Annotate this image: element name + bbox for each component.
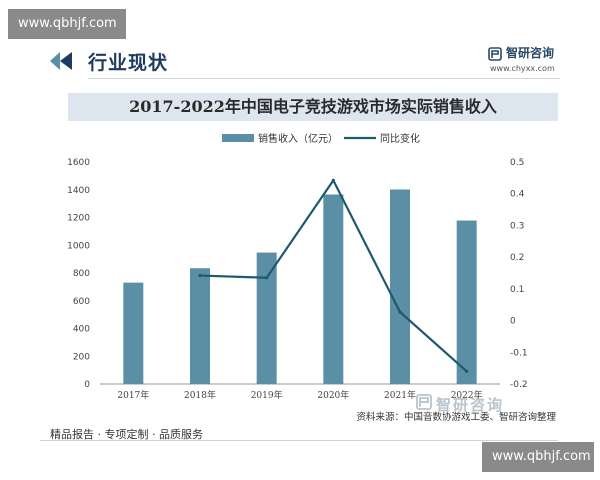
header-divider: [88, 78, 560, 79]
brand-logo-icon: [488, 47, 502, 61]
y-left-tick-label: 400: [73, 325, 90, 335]
line-point: [398, 310, 402, 314]
legend-label-bar: 销售收入（亿元）: [258, 132, 338, 145]
source-note: 资料来源：中国音数协游戏工委、智研咨询整理: [356, 411, 556, 423]
x-tick-label: 2021年: [384, 389, 416, 401]
y-left-tick-label: 1400: [67, 186, 90, 196]
y-right-tick-label: 0.1: [510, 285, 524, 295]
header: 行业现状 智研咨询 www.chyxx.com: [50, 44, 560, 79]
x-tick-label: 2020年: [317, 389, 349, 401]
y-right-tick-label: -0.2: [510, 380, 528, 390]
footer-tagline: 精品报告 · 专项定制 · 品质服务: [50, 428, 203, 441]
y-left-tick-label: 0: [84, 380, 90, 390]
line-point: [465, 369, 469, 373]
y-left-tick-label: 1600: [67, 158, 90, 168]
line-point: [265, 276, 269, 280]
y-right-tick-label: 0.2: [510, 253, 524, 263]
bar: [323, 194, 344, 384]
footer-logo-icon: [416, 394, 432, 410]
line-point: [331, 178, 335, 182]
site-watermark-bottom: www.qbhjf.com: [482, 442, 594, 472]
site-watermark-top: www.qbhjf.com: [8, 9, 126, 39]
y-left-tick-label: 800: [73, 269, 90, 279]
footer-logo-text: 智研咨询: [436, 396, 505, 414]
line-point: [198, 273, 202, 278]
y-right-tick-label: 0.4: [510, 190, 525, 200]
y-right-tick-label: 0: [510, 317, 516, 327]
y-right-tick-label: 0.5: [510, 158, 524, 168]
footer-divider: [40, 440, 558, 441]
section-title: 行业现状: [88, 52, 169, 74]
x-tick-label: 2017年: [117, 389, 149, 401]
x-tick-label: 2018年: [184, 389, 216, 401]
double-chevron-icon: [50, 52, 72, 70]
y-left-tick-label: 1000: [67, 241, 90, 251]
y-right-tick-label: -0.1: [510, 348, 528, 358]
y-left-tick-label: 1200: [67, 214, 90, 224]
x-tick-label: 2019年: [251, 389, 283, 401]
bar: [123, 282, 144, 384]
bar: [456, 220, 477, 384]
brand-site: www.chyxx.com: [490, 64, 555, 73]
chart-title: 2017-2022年中国电子竞技游戏市场实际销售收入: [68, 93, 558, 121]
x-tick-label: 2022年: [451, 389, 483, 401]
y-right-tick-label: 0.3: [510, 221, 524, 231]
legend-swatch-bar: [222, 134, 254, 142]
bar: [390, 189, 410, 384]
y-left-tick-label: 200: [73, 352, 90, 362]
brand-name: 智研咨询: [506, 46, 555, 60]
bar: [256, 252, 277, 384]
bar: [190, 268, 210, 384]
y-left-tick-label: 600: [73, 297, 90, 307]
legend-label-line: 同比变化: [380, 132, 420, 145]
